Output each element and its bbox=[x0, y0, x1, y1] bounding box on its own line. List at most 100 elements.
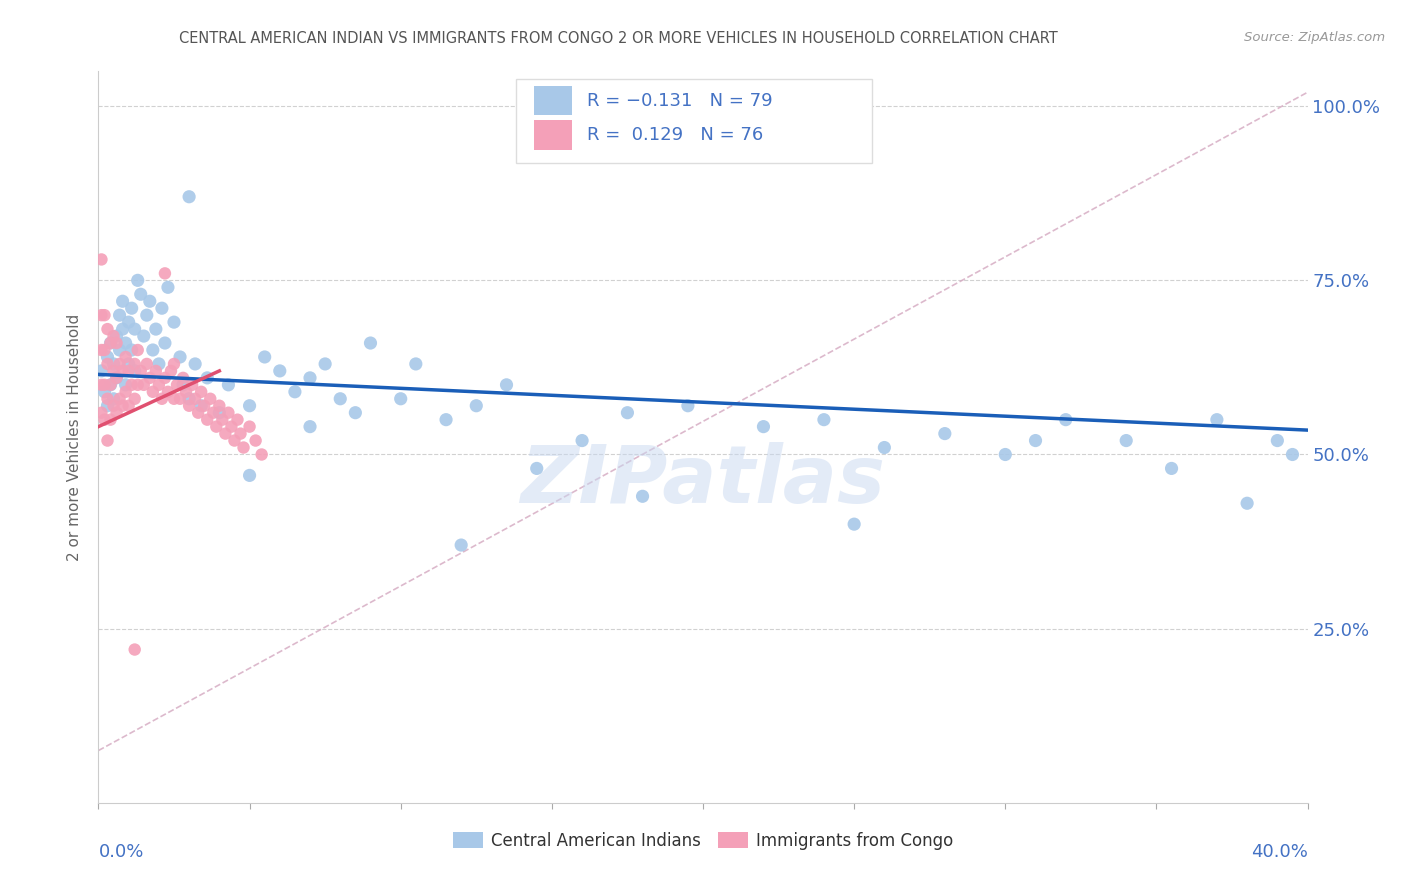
Point bbox=[124, 357, 146, 371]
Point bbox=[239, 468, 262, 483]
Point bbox=[179, 399, 201, 413]
FancyBboxPatch shape bbox=[534, 86, 572, 115]
Point bbox=[114, 384, 136, 399]
Point bbox=[616, 406, 638, 420]
Point bbox=[114, 336, 136, 351]
Point bbox=[163, 357, 186, 371]
Point bbox=[93, 412, 115, 426]
Point bbox=[111, 294, 134, 309]
Point bbox=[135, 357, 157, 371]
Text: 0.0%: 0.0% bbox=[98, 843, 143, 861]
Point bbox=[190, 384, 212, 399]
Point bbox=[253, 350, 276, 364]
Point bbox=[129, 287, 152, 301]
Point bbox=[450, 538, 472, 552]
Point bbox=[105, 371, 128, 385]
Point bbox=[108, 392, 131, 406]
Point bbox=[135, 308, 157, 322]
Point bbox=[103, 364, 125, 378]
Point bbox=[994, 448, 1017, 462]
Point bbox=[211, 412, 233, 426]
Point bbox=[96, 392, 118, 406]
Point bbox=[100, 412, 122, 426]
Point bbox=[169, 392, 191, 406]
Point bbox=[139, 294, 162, 309]
Point bbox=[103, 392, 125, 406]
Point bbox=[156, 384, 179, 399]
Point bbox=[142, 343, 165, 357]
Text: Source: ZipAtlas.com: Source: ZipAtlas.com bbox=[1244, 31, 1385, 45]
Point bbox=[495, 377, 517, 392]
Point bbox=[100, 377, 122, 392]
Point bbox=[1115, 434, 1137, 448]
Point bbox=[124, 364, 146, 378]
Point bbox=[111, 322, 134, 336]
Point bbox=[250, 448, 273, 462]
Point bbox=[111, 364, 134, 378]
Point bbox=[105, 371, 128, 385]
Point bbox=[200, 392, 222, 406]
Text: ZIPatlas: ZIPatlas bbox=[520, 442, 886, 520]
Point bbox=[124, 392, 146, 406]
Point bbox=[145, 322, 167, 336]
Point bbox=[181, 377, 204, 392]
FancyBboxPatch shape bbox=[516, 78, 872, 163]
Point bbox=[245, 434, 267, 448]
Point bbox=[195, 371, 218, 385]
Point bbox=[934, 426, 956, 441]
Point bbox=[127, 273, 149, 287]
Point bbox=[90, 343, 112, 357]
Point bbox=[129, 364, 152, 378]
Point bbox=[239, 419, 262, 434]
Point bbox=[93, 308, 115, 322]
Point bbox=[100, 336, 122, 351]
Point bbox=[1267, 434, 1289, 448]
Point bbox=[434, 412, 457, 426]
Point bbox=[153, 336, 176, 351]
Point bbox=[108, 343, 131, 357]
Point bbox=[90, 308, 112, 322]
Point bbox=[195, 412, 218, 426]
Point bbox=[631, 489, 654, 503]
Point bbox=[179, 392, 201, 406]
Point bbox=[114, 377, 136, 392]
Point bbox=[96, 357, 118, 371]
Point bbox=[229, 426, 252, 441]
Point bbox=[156, 280, 179, 294]
Point bbox=[166, 377, 188, 392]
Point bbox=[184, 357, 207, 371]
Point bbox=[105, 329, 128, 343]
Point bbox=[269, 364, 291, 378]
Legend: Central American Indians, Immigrants from Congo: Central American Indians, Immigrants fro… bbox=[446, 825, 960, 856]
Point bbox=[1160, 461, 1182, 475]
Point bbox=[142, 384, 165, 399]
Point bbox=[93, 377, 115, 392]
Point bbox=[405, 357, 427, 371]
Point bbox=[571, 434, 593, 448]
Point bbox=[214, 426, 236, 441]
Point bbox=[174, 384, 197, 399]
Point bbox=[844, 517, 866, 532]
Point bbox=[389, 392, 412, 406]
Point bbox=[202, 406, 225, 420]
Point bbox=[145, 364, 167, 378]
Point bbox=[314, 357, 336, 371]
Point bbox=[221, 419, 243, 434]
Point bbox=[118, 364, 141, 378]
Point bbox=[118, 399, 141, 413]
Text: CENTRAL AMERICAN INDIAN VS IMMIGRANTS FROM CONGO 2 OR MORE VEHICLES IN HOUSEHOLD: CENTRAL AMERICAN INDIAN VS IMMIGRANTS FR… bbox=[180, 31, 1057, 46]
Point bbox=[93, 343, 115, 357]
Point bbox=[208, 399, 231, 413]
Point bbox=[132, 329, 155, 343]
Point bbox=[1236, 496, 1258, 510]
Point bbox=[217, 377, 239, 392]
Point bbox=[148, 357, 170, 371]
Point bbox=[676, 399, 699, 413]
Point bbox=[217, 406, 239, 420]
Point bbox=[226, 412, 249, 426]
Point bbox=[1054, 412, 1077, 426]
Text: R = −0.131   N = 79: R = −0.131 N = 79 bbox=[586, 92, 772, 110]
Point bbox=[100, 336, 122, 351]
Point bbox=[299, 371, 322, 385]
Point bbox=[90, 377, 112, 392]
